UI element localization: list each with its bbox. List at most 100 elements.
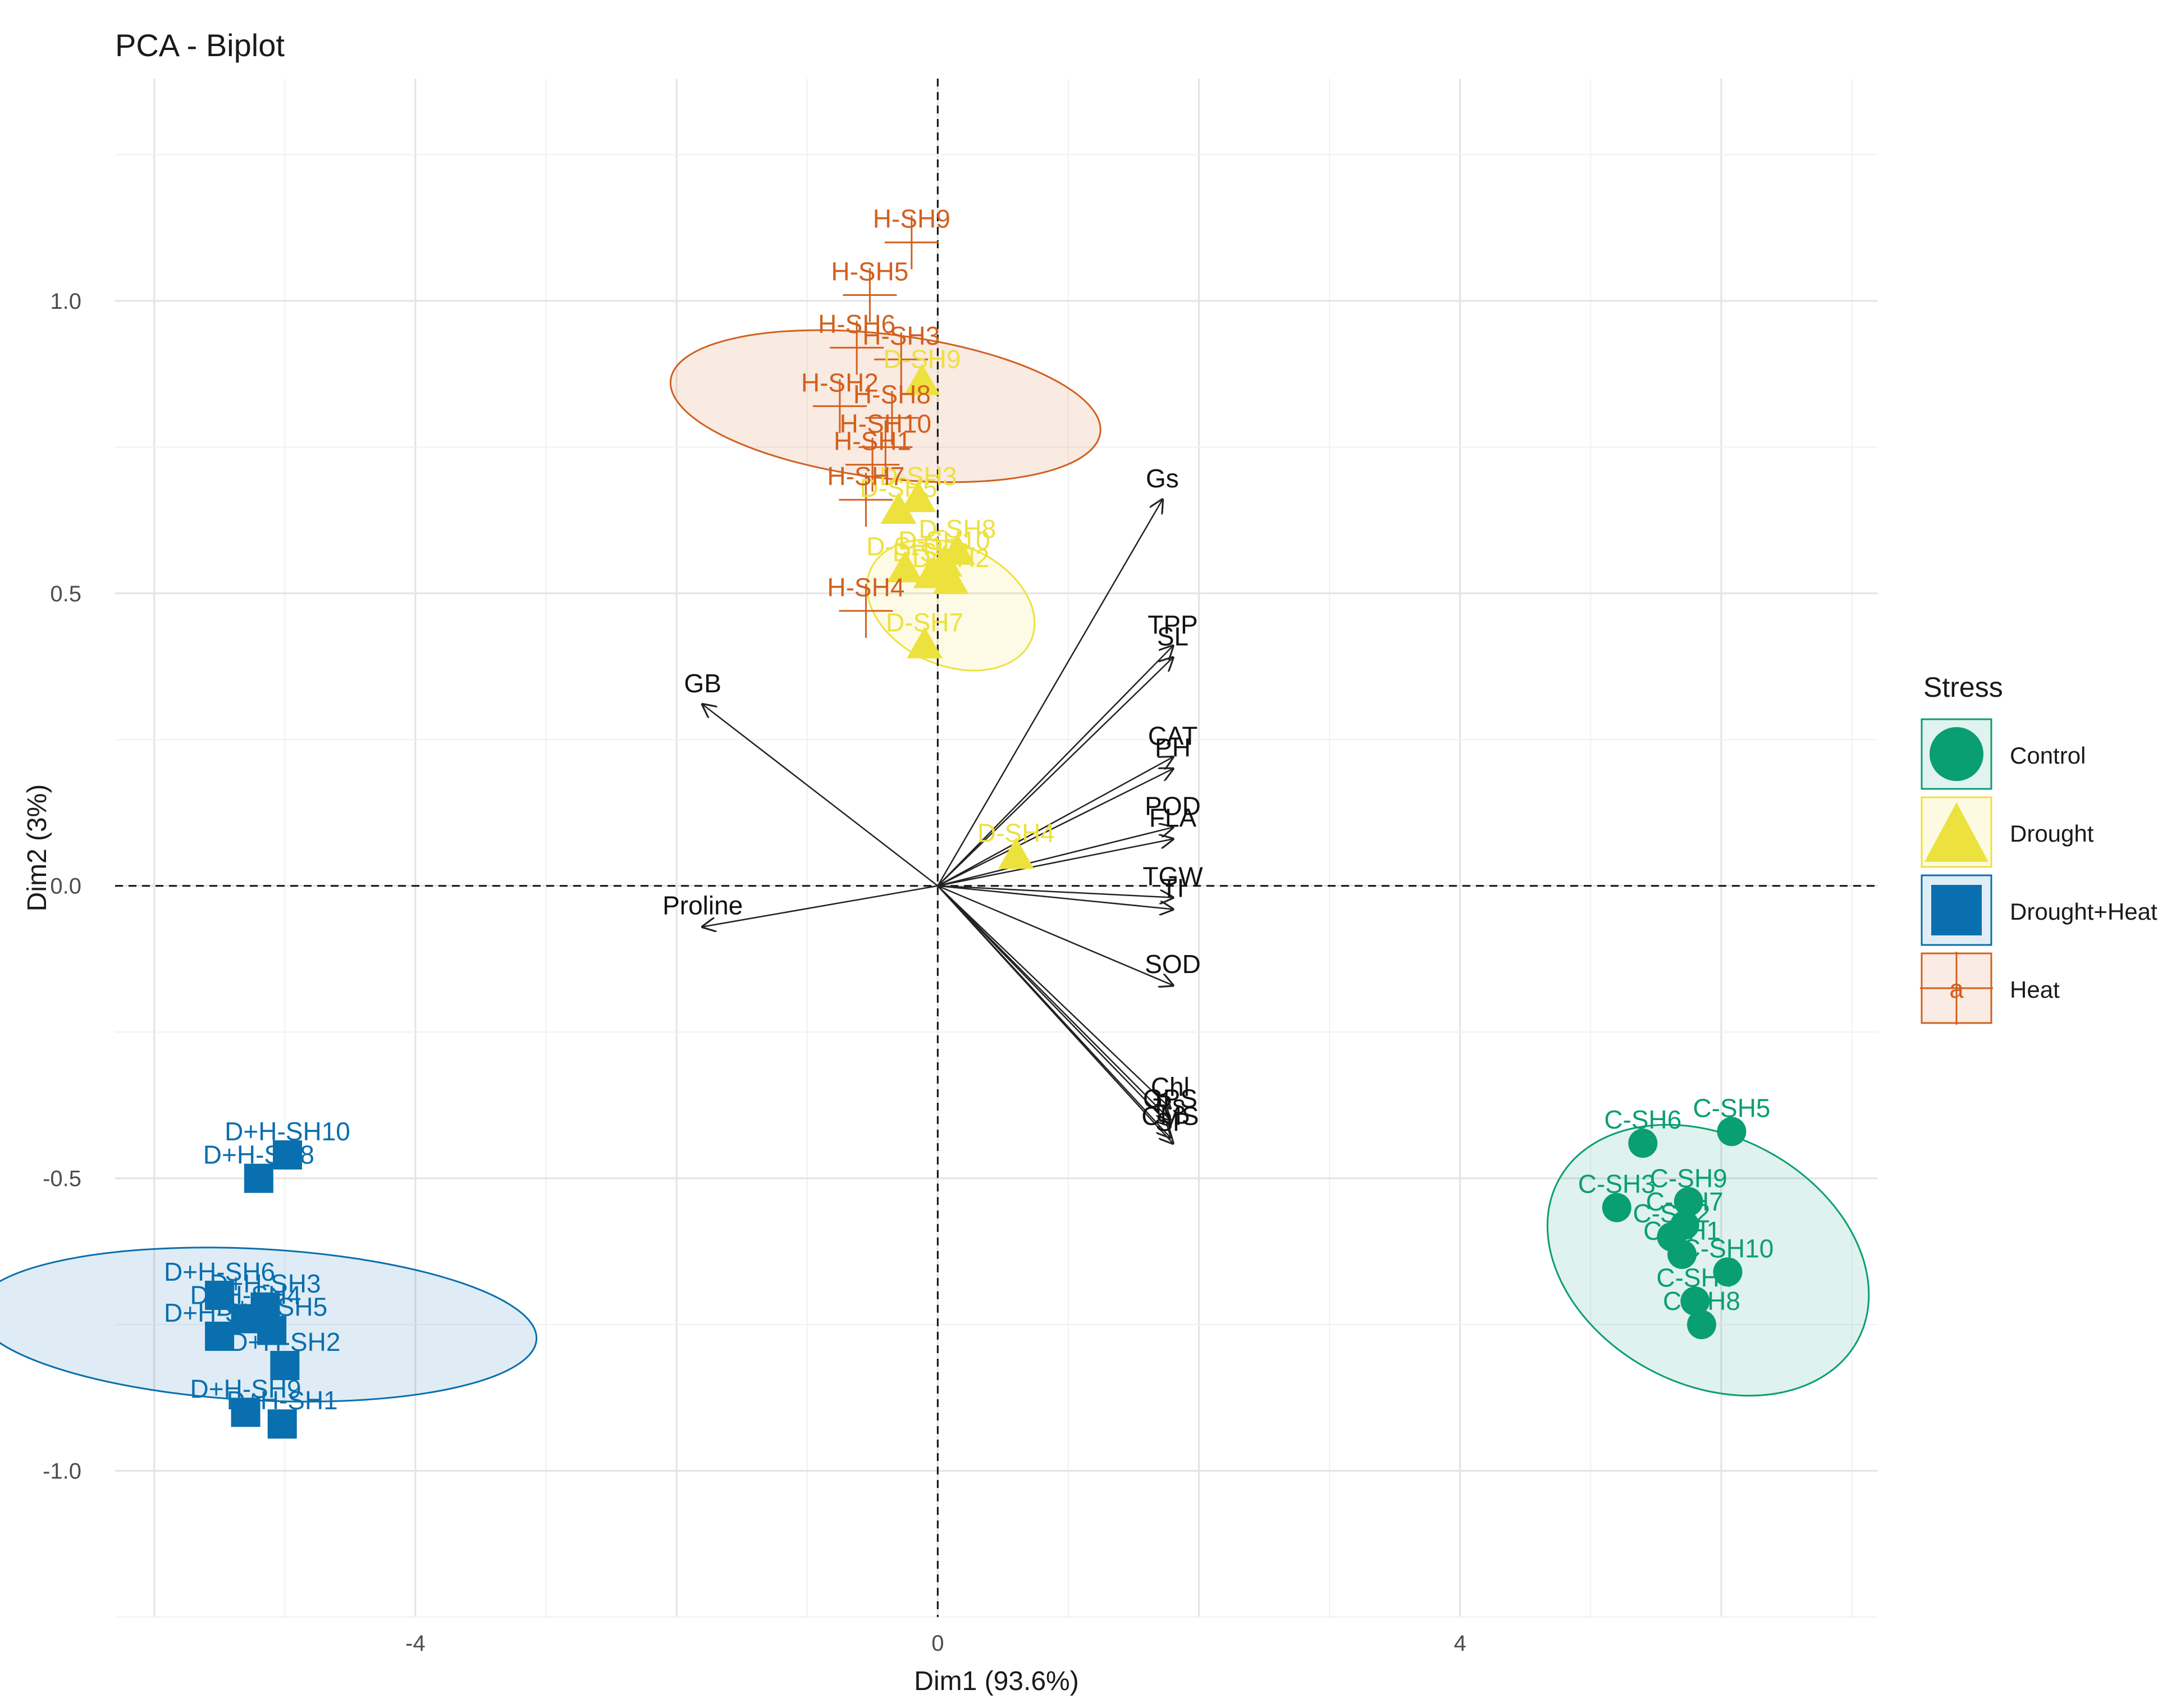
data-point (880, 492, 917, 524)
y-tick-label: 0.5 (50, 582, 81, 606)
variable-label: Proline (662, 891, 743, 920)
variable-arrow (938, 885, 1173, 910)
data-point (913, 556, 949, 588)
point-label: D-SH1 (866, 532, 944, 561)
variable-label: CMS (1141, 1102, 1199, 1131)
point-label: H-SH2 (801, 368, 879, 397)
variable-arrow (703, 885, 938, 927)
y-axis-title: Dim2 (3%) (22, 784, 52, 912)
variable-label: TGW (1142, 862, 1203, 891)
data-point (244, 1163, 273, 1193)
variable-label: FLA (1149, 803, 1197, 832)
variable-arrows (703, 500, 1173, 1143)
data-point (270, 1351, 300, 1381)
point-label: H-SH3 (862, 321, 940, 350)
point-labels: C-SH5C-SH6C-SH3C-SH9C-SH7C-SH10C-SH1C-SH… (164, 204, 1773, 1415)
point-label: C-SH1 (1643, 1216, 1721, 1245)
point-label: C-SH8 (1663, 1286, 1740, 1316)
legend-item-heat: a Heat (1920, 952, 2167, 1026)
variable-arrow (938, 839, 1173, 887)
point-label: H-SH5 (831, 257, 908, 286)
data-point (1717, 1117, 1747, 1147)
point-label: C-SH4 (1656, 1263, 1734, 1292)
point-label: D+H-SH5 (216, 1293, 327, 1322)
point-label: D-SH10 (898, 526, 990, 555)
variable-arrow (937, 885, 1170, 1126)
data-point (887, 551, 924, 583)
data-point (830, 321, 884, 375)
point-label: D-SH5 (860, 473, 938, 503)
variable-arrow (938, 828, 1173, 887)
point-label: C-SH10 (1682, 1234, 1774, 1263)
point-label: D-SH3 (879, 462, 957, 491)
x-tick-label: -4 (405, 1631, 426, 1656)
legend-key-glyph: a (1949, 974, 1964, 1003)
variable-label: SOD (1145, 949, 1201, 979)
variable-arrow (937, 885, 1170, 1108)
legend-label: Heat (2010, 976, 2060, 1003)
data-points (205, 215, 1747, 1439)
point-label: D-SH7 (886, 608, 963, 637)
variable-label: POD (1145, 792, 1201, 821)
variable-label: Ps (1155, 1090, 1186, 1119)
point-label: H-SH8 (853, 380, 931, 409)
point-label: C-SH2 (1633, 1199, 1710, 1228)
data-point (839, 473, 893, 527)
legend-item-drought-heat: Drought+Heat (1920, 874, 2167, 948)
point-label: D-SH8 (918, 514, 996, 544)
point-label: D+H-SH1 (227, 1386, 338, 1415)
data-point (998, 837, 1034, 869)
data-point (845, 437, 900, 492)
point-label: C-SH7 (1646, 1187, 1724, 1216)
point-label: D+H-SH8 (203, 1140, 314, 1170)
legend-key-cross-icon: a (1920, 952, 1993, 1025)
point-label: H-SH4 (827, 573, 904, 602)
point-label: D+H-SH7 (164, 1298, 275, 1327)
variable-arrow (937, 885, 1173, 1143)
x-axis-title: Dim1 (93.6%) (914, 1666, 1078, 1696)
data-point (273, 1140, 303, 1170)
variable-label: TPP (1148, 610, 1197, 640)
legend-key-triangle-icon (1921, 796, 1992, 868)
point-label: C-SH5 (1693, 1093, 1770, 1122)
point-label: H-SH10 (839, 409, 931, 438)
legend-key-circle-icon (1921, 718, 1992, 790)
data-point (907, 627, 943, 659)
confidence-ellipse-control (1546, 1124, 1870, 1397)
y-tick-label: -1.0 (43, 1459, 81, 1484)
variable-arrow (937, 500, 1162, 887)
point-label: C-SH6 (1604, 1105, 1681, 1134)
data-point (900, 481, 936, 513)
point-label: D+H-SH3 (209, 1269, 321, 1298)
variable-arrow (938, 885, 1173, 898)
variable-arrow (703, 705, 939, 887)
data-point (884, 215, 939, 270)
variable-arrow (937, 769, 1173, 887)
point-label: C-SH3 (1578, 1170, 1656, 1199)
data-point (932, 562, 969, 594)
data-point (205, 1280, 235, 1310)
data-point (812, 379, 867, 433)
x-tick-label: 0 (931, 1631, 944, 1656)
y-tick-label: 1.0 (50, 289, 81, 314)
point-label: D+H-SH10 (225, 1117, 350, 1146)
data-point (231, 1398, 260, 1427)
variable-arrow (937, 757, 1173, 887)
variable-label: Chl (1151, 1072, 1190, 1102)
point-label: D+H-SH6 (164, 1257, 275, 1286)
point-label: H-SH9 (873, 204, 950, 234)
legend-label: Control (2010, 742, 2086, 769)
variable-label: Gs (1146, 464, 1179, 493)
x-tick-label: 4 (1454, 1631, 1466, 1656)
legend-label: Drought+Heat (2010, 898, 2157, 925)
data-point (839, 584, 893, 638)
variable-arrow (937, 885, 1173, 985)
data-point (1713, 1257, 1743, 1287)
variable-arrow (937, 646, 1173, 887)
grid-lines (115, 79, 1878, 1618)
legend-item-control: Control (1920, 718, 2167, 792)
point-label: D-SH6 (893, 538, 970, 567)
chart-title: PCA - Biplot (115, 28, 285, 63)
point-label: H-SH6 (818, 309, 895, 339)
